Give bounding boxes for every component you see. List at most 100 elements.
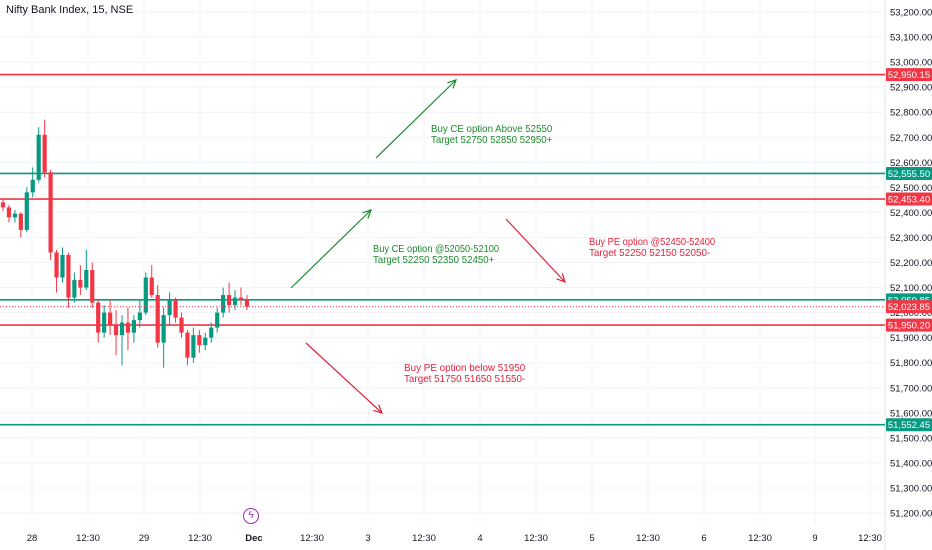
- candle-body: [244, 300, 250, 307]
- candle-body: [227, 295, 232, 306]
- candle-body: [232, 297, 238, 306]
- candle-body: [54, 252, 59, 278]
- price-label-tag: [886, 418, 932, 432]
- candle-body: [108, 312, 113, 326]
- price-label-text: 52,555.50: [888, 169, 930, 180]
- candle-body: [60, 254, 65, 278]
- x-tick-label: 12:30: [188, 533, 212, 544]
- candle-body: [78, 280, 83, 288]
- y-tick-label: 51,700.00: [890, 383, 932, 394]
- y-tick-label: 52,300.00: [890, 233, 932, 244]
- trend-arrow: [305, 342, 383, 414]
- candle-body: [203, 337, 208, 346]
- price-label-text: 51,950.20: [888, 321, 930, 332]
- y-tick-label: 51,800.00: [890, 358, 932, 369]
- lightning-icon[interactable]: ϟ: [243, 508, 259, 524]
- candle-body: [209, 327, 214, 338]
- annotation-text: Target 52750 52850 52950+: [431, 134, 552, 146]
- y-tick-label: 52,800.00: [890, 108, 932, 119]
- y-tick-label: 52,700.00: [890, 133, 932, 144]
- x-tick-label: 29: [139, 533, 150, 544]
- candle-body: [42, 134, 47, 173]
- trend-arrow: [505, 218, 566, 283]
- price-label-text: 52,023.85: [888, 302, 930, 313]
- y-tick-label: 53,100.00: [890, 33, 932, 44]
- x-tick-label: 4: [477, 533, 482, 544]
- x-tick-label: 12:30: [748, 533, 772, 544]
- candle-body: [113, 325, 119, 336]
- annotation-text: Buy PE option below 51950: [404, 362, 525, 374]
- candle-body: [238, 297, 244, 301]
- y-tick-label: 51,200.00: [890, 509, 932, 520]
- x-tick-label: 12:30: [524, 533, 548, 544]
- candle-body: [96, 302, 101, 333]
- candle-body: [173, 300, 178, 318]
- candle-body: [191, 335, 196, 358]
- candle-body: [66, 254, 71, 298]
- candle-body: [48, 172, 53, 253]
- y-tick-label: 52,200.00: [890, 258, 932, 269]
- x-tick-label: 12:30: [858, 533, 882, 544]
- annotation-text: Target 51750 51650 51550-: [404, 373, 526, 385]
- candle-body: [30, 179, 35, 193]
- x-tick-label: Dec: [245, 533, 262, 544]
- candle-body: [18, 213, 23, 230]
- x-tick-label: 12:30: [300, 533, 324, 544]
- trend-arrow: [375, 79, 457, 159]
- price-label-tag: [886, 192, 932, 206]
- candle-body: [84, 270, 89, 288]
- y-tick-label: 51,900.00: [890, 333, 932, 344]
- candle-body: [72, 280, 77, 298]
- candle-body: [179, 317, 184, 333]
- y-tick-label: 51,400.00: [890, 458, 932, 469]
- price-label-tag: [886, 166, 932, 180]
- annotation-text: Target 52250 52150 52050-: [589, 247, 711, 259]
- candle-body: [161, 315, 166, 343]
- annotation-text: Buy CE option @52050-52100: [373, 243, 499, 255]
- price-label-text: 51,552.45: [888, 420, 930, 431]
- x-tick-label: 6: [701, 533, 706, 544]
- price-label-tag: [886, 318, 932, 332]
- candle-body: [197, 335, 202, 346]
- y-tick-label: 52,000.00: [890, 308, 932, 319]
- x-tick-label: 12:30: [636, 533, 660, 544]
- y-tick-label: 52,100.00: [890, 283, 932, 294]
- candle-body: [119, 322, 125, 336]
- annotation-text: Buy CE option Above 52550: [431, 123, 552, 135]
- candle-body: [221, 295, 226, 313]
- annotation-text: Target 52250 52350 52450+: [373, 254, 494, 266]
- y-tick-label: 51,600.00: [890, 408, 932, 419]
- candle-body: [185, 332, 190, 358]
- price-label-text: 52,950.15: [888, 70, 930, 81]
- y-tick-label: 52,500.00: [890, 183, 932, 194]
- price-label-tag: [886, 300, 932, 314]
- arrow-head: [447, 79, 457, 89]
- x-tick-label: 12:30: [76, 533, 100, 544]
- y-tick-label: 53,200.00: [890, 8, 932, 19]
- candle-body: [90, 270, 95, 303]
- candle-body: [6, 207, 12, 218]
- candle-body: [149, 277, 154, 296]
- y-tick-label: 51,500.00: [890, 433, 932, 444]
- candle-body: [143, 277, 148, 313]
- y-tick-label: 52,600.00: [890, 158, 932, 169]
- candle-body: [0, 202, 6, 208]
- candle-body: [131, 320, 136, 333]
- candle-body: [102, 312, 107, 333]
- candle-body: [137, 312, 142, 321]
- candle-body: [36, 134, 41, 180]
- x-tick-label: 28: [27, 533, 38, 544]
- chart-title: Nifty Bank Index, 15, NSE: [6, 4, 134, 16]
- y-tick-label: 52,400.00: [890, 208, 932, 219]
- candle-body: [125, 322, 131, 333]
- price-label-text: 52,453.40: [888, 195, 930, 206]
- candle-body: [12, 213, 17, 218]
- candle-body: [215, 312, 220, 328]
- price-label-tag: [886, 68, 932, 82]
- y-tick-label: 53,000.00: [890, 58, 932, 69]
- arrow-head: [373, 404, 384, 414]
- x-tick-label: 9: [812, 533, 817, 544]
- trend-arrow: [290, 209, 372, 289]
- x-tick-label: 5: [589, 533, 594, 544]
